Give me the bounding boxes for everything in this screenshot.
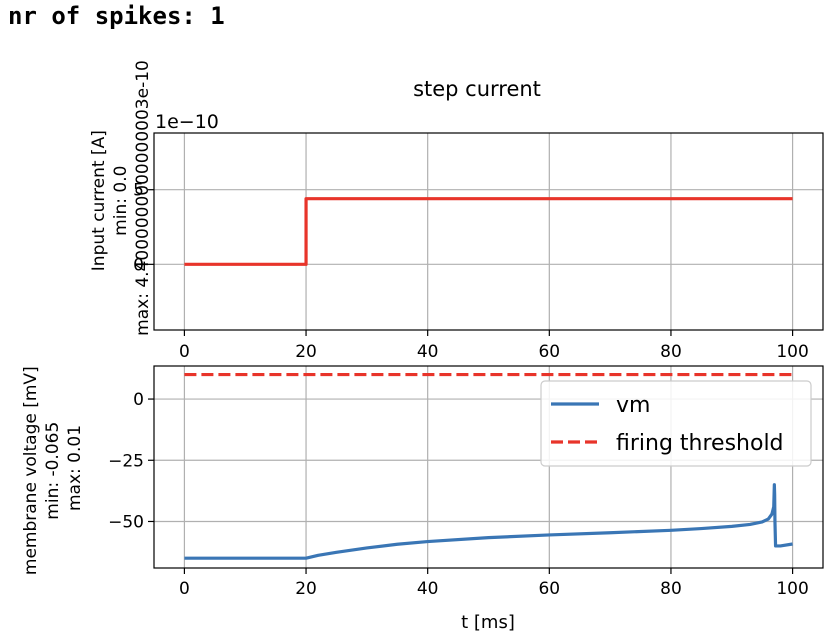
y-tick-label: 5 xyxy=(133,181,144,201)
membrane-voltage-ylabel: membrane voltage [mV] min: -0.065 max: 0… xyxy=(21,361,85,575)
axes-frame xyxy=(153,365,824,569)
x-tick-label: 60 xyxy=(538,579,560,599)
xlabel: t [ms] xyxy=(461,612,515,633)
y-tick-label: 0 xyxy=(133,390,144,410)
y-tick-label: 0 xyxy=(133,255,144,275)
ylabel-line-1: membrane voltage [mV] xyxy=(21,366,41,575)
y-tick-label: −25 xyxy=(108,451,144,471)
legend-label: firing threshold xyxy=(616,431,784,456)
ylabel-line-2: min: -0.065 xyxy=(43,422,63,520)
input-current-series-line xyxy=(184,197,793,266)
vm-series-line xyxy=(184,483,793,560)
x-tick-label: 0 xyxy=(179,579,190,599)
legend: vm firing threshold xyxy=(540,380,812,467)
x-tick-label: 60 xyxy=(538,342,560,362)
ylabel-line-1: Input current [A] xyxy=(89,130,109,271)
x-tick-label: 40 xyxy=(417,579,439,599)
x-tick-label: 100 xyxy=(776,579,808,599)
x-tick-label: 80 xyxy=(660,579,682,599)
offset-text: 1e−10 xyxy=(155,111,219,133)
ylabel-line-3: max: 4.4000000000000003e-10 xyxy=(133,60,153,336)
cell-output-text: nr of spikes: 1 xyxy=(8,2,225,30)
x-tick-label: 80 xyxy=(660,342,682,362)
input-current-axes: step current 1e−10 Input current [A] min… xyxy=(89,60,824,362)
legend-label: vm xyxy=(616,393,650,418)
ylabel-line-3: max: 0.01 xyxy=(65,425,85,511)
ylabel-line-2: min: 0.0 xyxy=(111,166,131,236)
x-tick-label: 0 xyxy=(179,342,190,362)
x-tick-label: 100 xyxy=(776,342,808,362)
axes-frame xyxy=(153,132,824,331)
y-tick-label: −50 xyxy=(108,512,144,532)
membrane-voltage-axes: membrane voltage [mV] min: -0.065 max: 0… xyxy=(21,361,824,633)
chart-title: step current xyxy=(413,77,541,101)
legend-box xyxy=(540,380,812,467)
x-tick-label: 40 xyxy=(417,342,439,362)
x-tick-label: 20 xyxy=(295,579,317,599)
input-current-ylabel: Input current [A] min: 0.0 max: 4.400000… xyxy=(89,60,153,336)
x-tick-label: 20 xyxy=(295,342,317,362)
